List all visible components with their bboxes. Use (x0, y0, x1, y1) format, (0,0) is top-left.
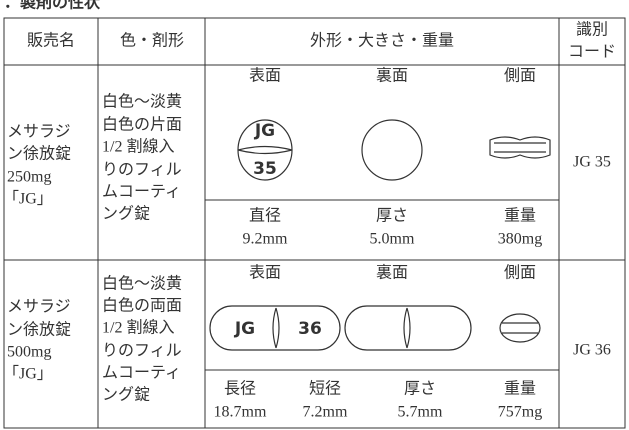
table-grid (3, 17, 626, 429)
view-label: 表面 (249, 67, 281, 85)
view-label: 表面 (249, 264, 281, 282)
score-line (272, 307, 280, 349)
header: 販売名 色・剤形 外形・大きさ・重量 識別 コード (27, 21, 616, 61)
view-label: 側面 (504, 67, 536, 85)
name-line: 500mg (7, 344, 51, 361)
form-line: 白色の両面 (102, 297, 182, 315)
form-line: ムコーティ (102, 365, 181, 382)
size-label: 直径 (249, 207, 281, 225)
view-label: 裏面 (376, 66, 408, 85)
size-value: 757mg (498, 404, 542, 421)
header-cell: 販売名 (27, 32, 75, 50)
size-value: 380mg (498, 231, 542, 248)
form-line: 白色～淡黄 (102, 275, 182, 293)
code: JG 36 (573, 342, 611, 359)
form-line: 白色の片面 (102, 116, 182, 134)
form-line: 1/2 割線入 (102, 138, 174, 156)
size-label: 厚さ (376, 207, 408, 225)
row: メサラジ ン徐放錠 500mg 「JG」 白色～淡黄 白色の両面 1/2 割線入… (3, 263, 611, 421)
view-label: 裏面 (376, 263, 408, 282)
size-value: 5.0mm (370, 231, 415, 248)
size-label: 短径 (309, 380, 341, 398)
size-value: 9.2mm (243, 231, 288, 248)
form-line: 1/2 割線入 (102, 319, 174, 337)
name-line: ン徐放錠 (7, 321, 71, 339)
code: JG 35 (573, 154, 611, 171)
section-title: ．製剤の性状 (4, 0, 101, 12)
header-cell: 色・剤形 (120, 32, 184, 50)
size-label: 重量 (504, 207, 536, 225)
header-cell: コード (568, 44, 616, 61)
form-line: ング錠 (102, 205, 150, 223)
pill-back (361, 119, 423, 181)
pill-side (489, 136, 551, 159)
size-label: 重量 (504, 380, 536, 398)
name-line: メサラジ (7, 299, 71, 316)
form-line: りのフィル (102, 162, 182, 179)
header-cell: 外形・大きさ・重量 (310, 32, 454, 50)
pill-side (499, 313, 541, 343)
view-label: 側面 (504, 264, 536, 282)
form-line: 白色～淡黄 (102, 93, 182, 111)
imprint: JG (254, 121, 275, 141)
imprint: 36 (298, 319, 322, 339)
name-line: 「JG」 (3, 365, 53, 383)
pill-side-band (502, 322, 538, 334)
score-line (237, 145, 293, 155)
imprint: JG (234, 319, 255, 339)
name-line: 「JG」 (3, 190, 53, 208)
imprint: 35 (253, 159, 277, 179)
size-value: 5.7mm (398, 404, 443, 421)
size-label: 厚さ (404, 380, 436, 398)
size-value: 7.2mm (303, 404, 348, 421)
form-line: ムコーティ (102, 184, 181, 201)
form-line: ング錠 (102, 386, 150, 404)
row: メサラジ ン徐放錠 250mg 「JG」 白色～淡黄 白色の片面 1/2 割線入… (3, 66, 611, 248)
name-line: 250mg (7, 169, 51, 186)
name-line: ン徐放錠 (7, 145, 71, 163)
score-line (403, 307, 411, 349)
pill-back (344, 305, 472, 351)
size-label: 長径 (224, 380, 256, 398)
form-line: りのフィル (102, 343, 182, 360)
pill-front (209, 305, 341, 351)
header-cell: 識別 (576, 21, 608, 39)
name-line: メサラジ (7, 124, 71, 141)
size-value: 18.7mm (214, 404, 267, 421)
